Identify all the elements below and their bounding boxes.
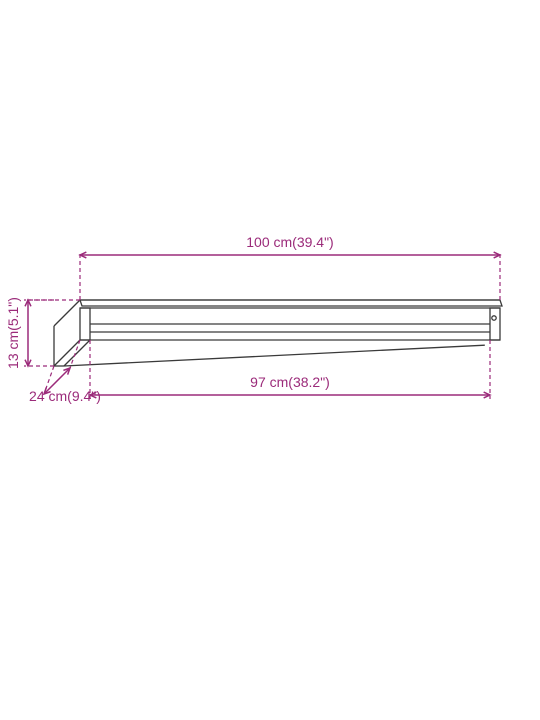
dim-height-label: 13 cm(5.1") [5, 297, 21, 369]
dim-width-top-label: 100 cm(39.4") [246, 234, 333, 250]
depth-edge [54, 300, 80, 326]
right-panel-front [490, 308, 500, 340]
cable-hole-icon [492, 316, 496, 320]
top-board-front [80, 300, 502, 306]
left-panel-front [80, 308, 90, 340]
bottom-inner-edge [64, 345, 485, 366]
dim-depth-label: 24 cm(9.4") [29, 388, 101, 404]
dim-width-inner-label: 97 cm(38.2") [250, 374, 330, 390]
